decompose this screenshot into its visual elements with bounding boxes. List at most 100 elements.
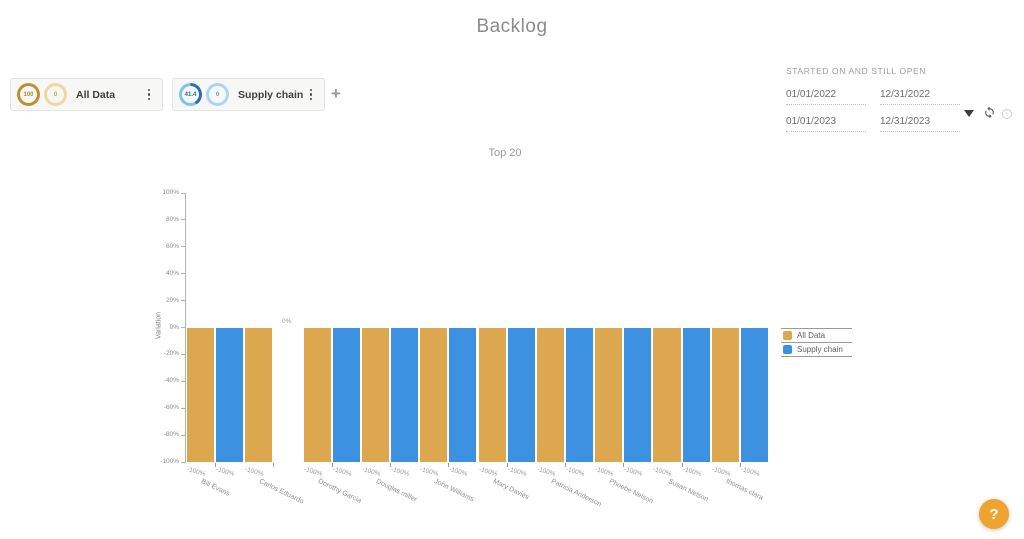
bar[interactable]: [682, 327, 710, 462]
metric-ring-secondary-value: 0: [47, 86, 64, 103]
bar-value-label: -100%: [360, 466, 381, 478]
legend-swatch: [783, 345, 792, 354]
bar[interactable]: [187, 327, 215, 462]
bar[interactable]: [565, 327, 594, 462]
legend-label: Supply chain: [797, 345, 843, 354]
y-axis-tick: [181, 246, 186, 248]
x-axis-category-label: Carlos Eduardo: [258, 478, 306, 506]
bar-value-label: -100%: [477, 466, 498, 478]
x-axis-tick: [681, 463, 683, 467]
legend-item[interactable]: All Data: [781, 328, 852, 342]
metric-ring-secondary: 0: [44, 83, 67, 106]
help-button[interactable]: ?: [979, 499, 1009, 529]
bar-value-label: -100%: [390, 466, 411, 478]
y-axis-tick-label: 20%: [165, 296, 179, 304]
x-axis-category-label: Mary Davies: [491, 478, 530, 502]
metric-ring-secondary: 0: [206, 83, 229, 106]
x-axis-tick: [506, 463, 508, 467]
bar-value-label: -100%: [565, 466, 586, 478]
bar-value-label: -100%: [623, 466, 644, 478]
date-input-period1-start[interactable]: 01/01/2022: [786, 89, 866, 105]
y-axis-tick: [181, 434, 186, 436]
bar[interactable]: [391, 327, 419, 462]
legend-swatch: [783, 331, 792, 340]
x-axis-tick: [331, 463, 333, 467]
bar[interactable]: [420, 327, 448, 462]
y-axis-tick: [181, 192, 186, 194]
x-axis-category-label: Douglas miller: [374, 478, 418, 504]
bar[interactable]: [449, 327, 477, 462]
x-axis-tick: [215, 463, 217, 467]
bar[interactable]: [740, 327, 768, 462]
y-axis-tick-label: -40%: [163, 377, 179, 385]
bar[interactable]: [303, 327, 331, 462]
y-axis-tick: [181, 407, 186, 409]
bar-value-label: -100%: [594, 466, 615, 478]
refresh-icon[interactable]: [983, 106, 996, 124]
chart-title: Top 20: [488, 147, 522, 159]
y-axis-tick: [181, 300, 186, 302]
bar[interactable]: [245, 327, 273, 462]
bar[interactable]: [711, 327, 739, 462]
bar-value-label: -100%: [535, 466, 556, 478]
bar-value-label: -100%: [331, 466, 352, 478]
legend-label: All Data: [797, 331, 826, 340]
y-axis-tick: [181, 219, 186, 221]
info-icon[interactable]: i: [1002, 109, 1012, 119]
x-axis-category-label: Dorothy Garcia: [316, 478, 363, 505]
filter-chip-all-data[interactable]: 100 0 All Data: [10, 78, 163, 111]
x-axis-category-label: Phoebe Nelson: [608, 478, 655, 506]
bar[interactable]: [216, 327, 244, 462]
bar-value-label: -100%: [419, 466, 440, 478]
x-axis-category-label: Patricia Anderson: [549, 478, 603, 509]
bar[interactable]: [507, 327, 535, 462]
bar-value-label: -100%: [681, 466, 702, 478]
metric-ring-primary: 100: [17, 83, 40, 106]
bar-value-label: -100%: [506, 466, 527, 478]
date-input-period1-end[interactable]: 12/31/2022: [880, 89, 960, 105]
bar[interactable]: [653, 327, 681, 462]
legend-item[interactable]: Supply chain: [781, 342, 852, 356]
x-axis-tick: [564, 463, 566, 467]
bar-value-label: -100%: [710, 466, 731, 478]
x-axis-category-label: John Williams: [433, 478, 476, 504]
date-panel-heading: STARTED ON AND STILL OPEN: [786, 66, 927, 76]
y-axis-tick: [181, 273, 186, 275]
date-input-period2-start[interactable]: 01/01/2023: [786, 116, 866, 132]
y-axis-tick-label: 40%: [165, 269, 179, 277]
y-axis-tick-label: -60%: [163, 404, 179, 412]
x-axis-tick: [623, 463, 625, 467]
x-axis-tick: [273, 463, 275, 467]
bar[interactable]: [536, 327, 564, 462]
metric-ring-primary-value: 41.4: [182, 86, 199, 103]
bar[interactable]: [478, 327, 506, 462]
date-input-period2-end[interactable]: 12/31/2023: [880, 116, 960, 132]
bar-value-label: -100%: [302, 466, 323, 478]
y-axis-tick: [181, 380, 186, 382]
bar[interactable]: [361, 327, 390, 462]
kebab-menu-icon[interactable]: [306, 88, 316, 101]
y-axis-tick-label: 0%: [169, 323, 179, 331]
y-axis-tick-label: -20%: [163, 350, 179, 358]
add-query-button[interactable]: +: [331, 84, 341, 103]
bar-value-label: -100%: [186, 466, 207, 478]
bar[interactable]: [624, 327, 652, 462]
chip-label: Supply chain: [238, 88, 304, 101]
y-axis-tick: [181, 353, 186, 355]
bar-value-label: -100%: [215, 466, 236, 478]
bar-value-label: -100%: [739, 466, 760, 478]
x-axis-tick: [739, 463, 741, 467]
funnel-filter-icon[interactable]: [964, 110, 974, 117]
bar[interactable]: [332, 327, 360, 462]
metric-ring-primary: 41.4: [179, 83, 202, 106]
y-axis-tick-label: 100%: [162, 189, 179, 196]
kebab-menu-icon[interactable]: [144, 88, 154, 101]
chart-legend: All Data Supply chain: [781, 328, 852, 357]
bar-value-label: -100%: [652, 466, 673, 478]
y-axis-tick: [181, 461, 186, 463]
filter-chip-supply-chain[interactable]: 41.4 0 Supply chain: [172, 78, 325, 111]
bar[interactable]: [595, 327, 623, 462]
page-title: Backlog: [476, 16, 548, 37]
x-axis-category-label: Susan Nelson: [666, 478, 709, 504]
